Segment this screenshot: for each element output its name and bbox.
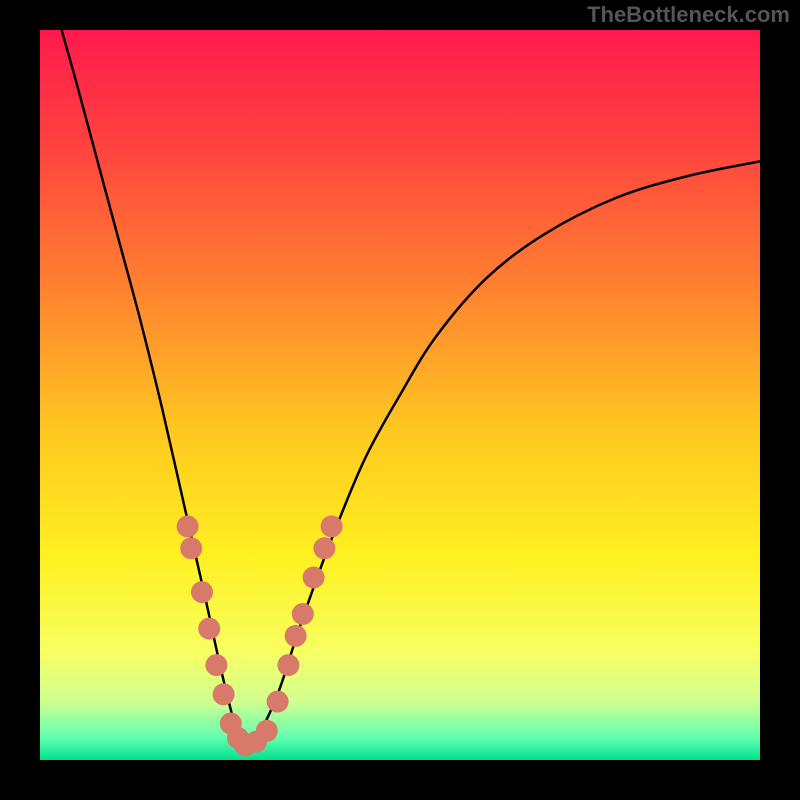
data-marker <box>267 691 289 713</box>
data-marker <box>321 515 343 537</box>
data-marker <box>198 618 220 640</box>
data-marker <box>205 654 227 676</box>
data-marker <box>256 720 278 742</box>
data-marker <box>292 603 314 625</box>
data-marker <box>285 625 307 647</box>
chart-container: TheBottleneck.com <box>0 0 800 800</box>
watermark-text: TheBottleneck.com <box>587 2 790 28</box>
data-marker <box>277 654 299 676</box>
data-marker <box>191 581 213 603</box>
data-marker <box>177 515 199 537</box>
data-marker <box>213 683 235 705</box>
chart-svg <box>0 0 800 800</box>
data-marker <box>180 537 202 559</box>
data-marker <box>303 567 325 589</box>
data-marker <box>313 537 335 559</box>
